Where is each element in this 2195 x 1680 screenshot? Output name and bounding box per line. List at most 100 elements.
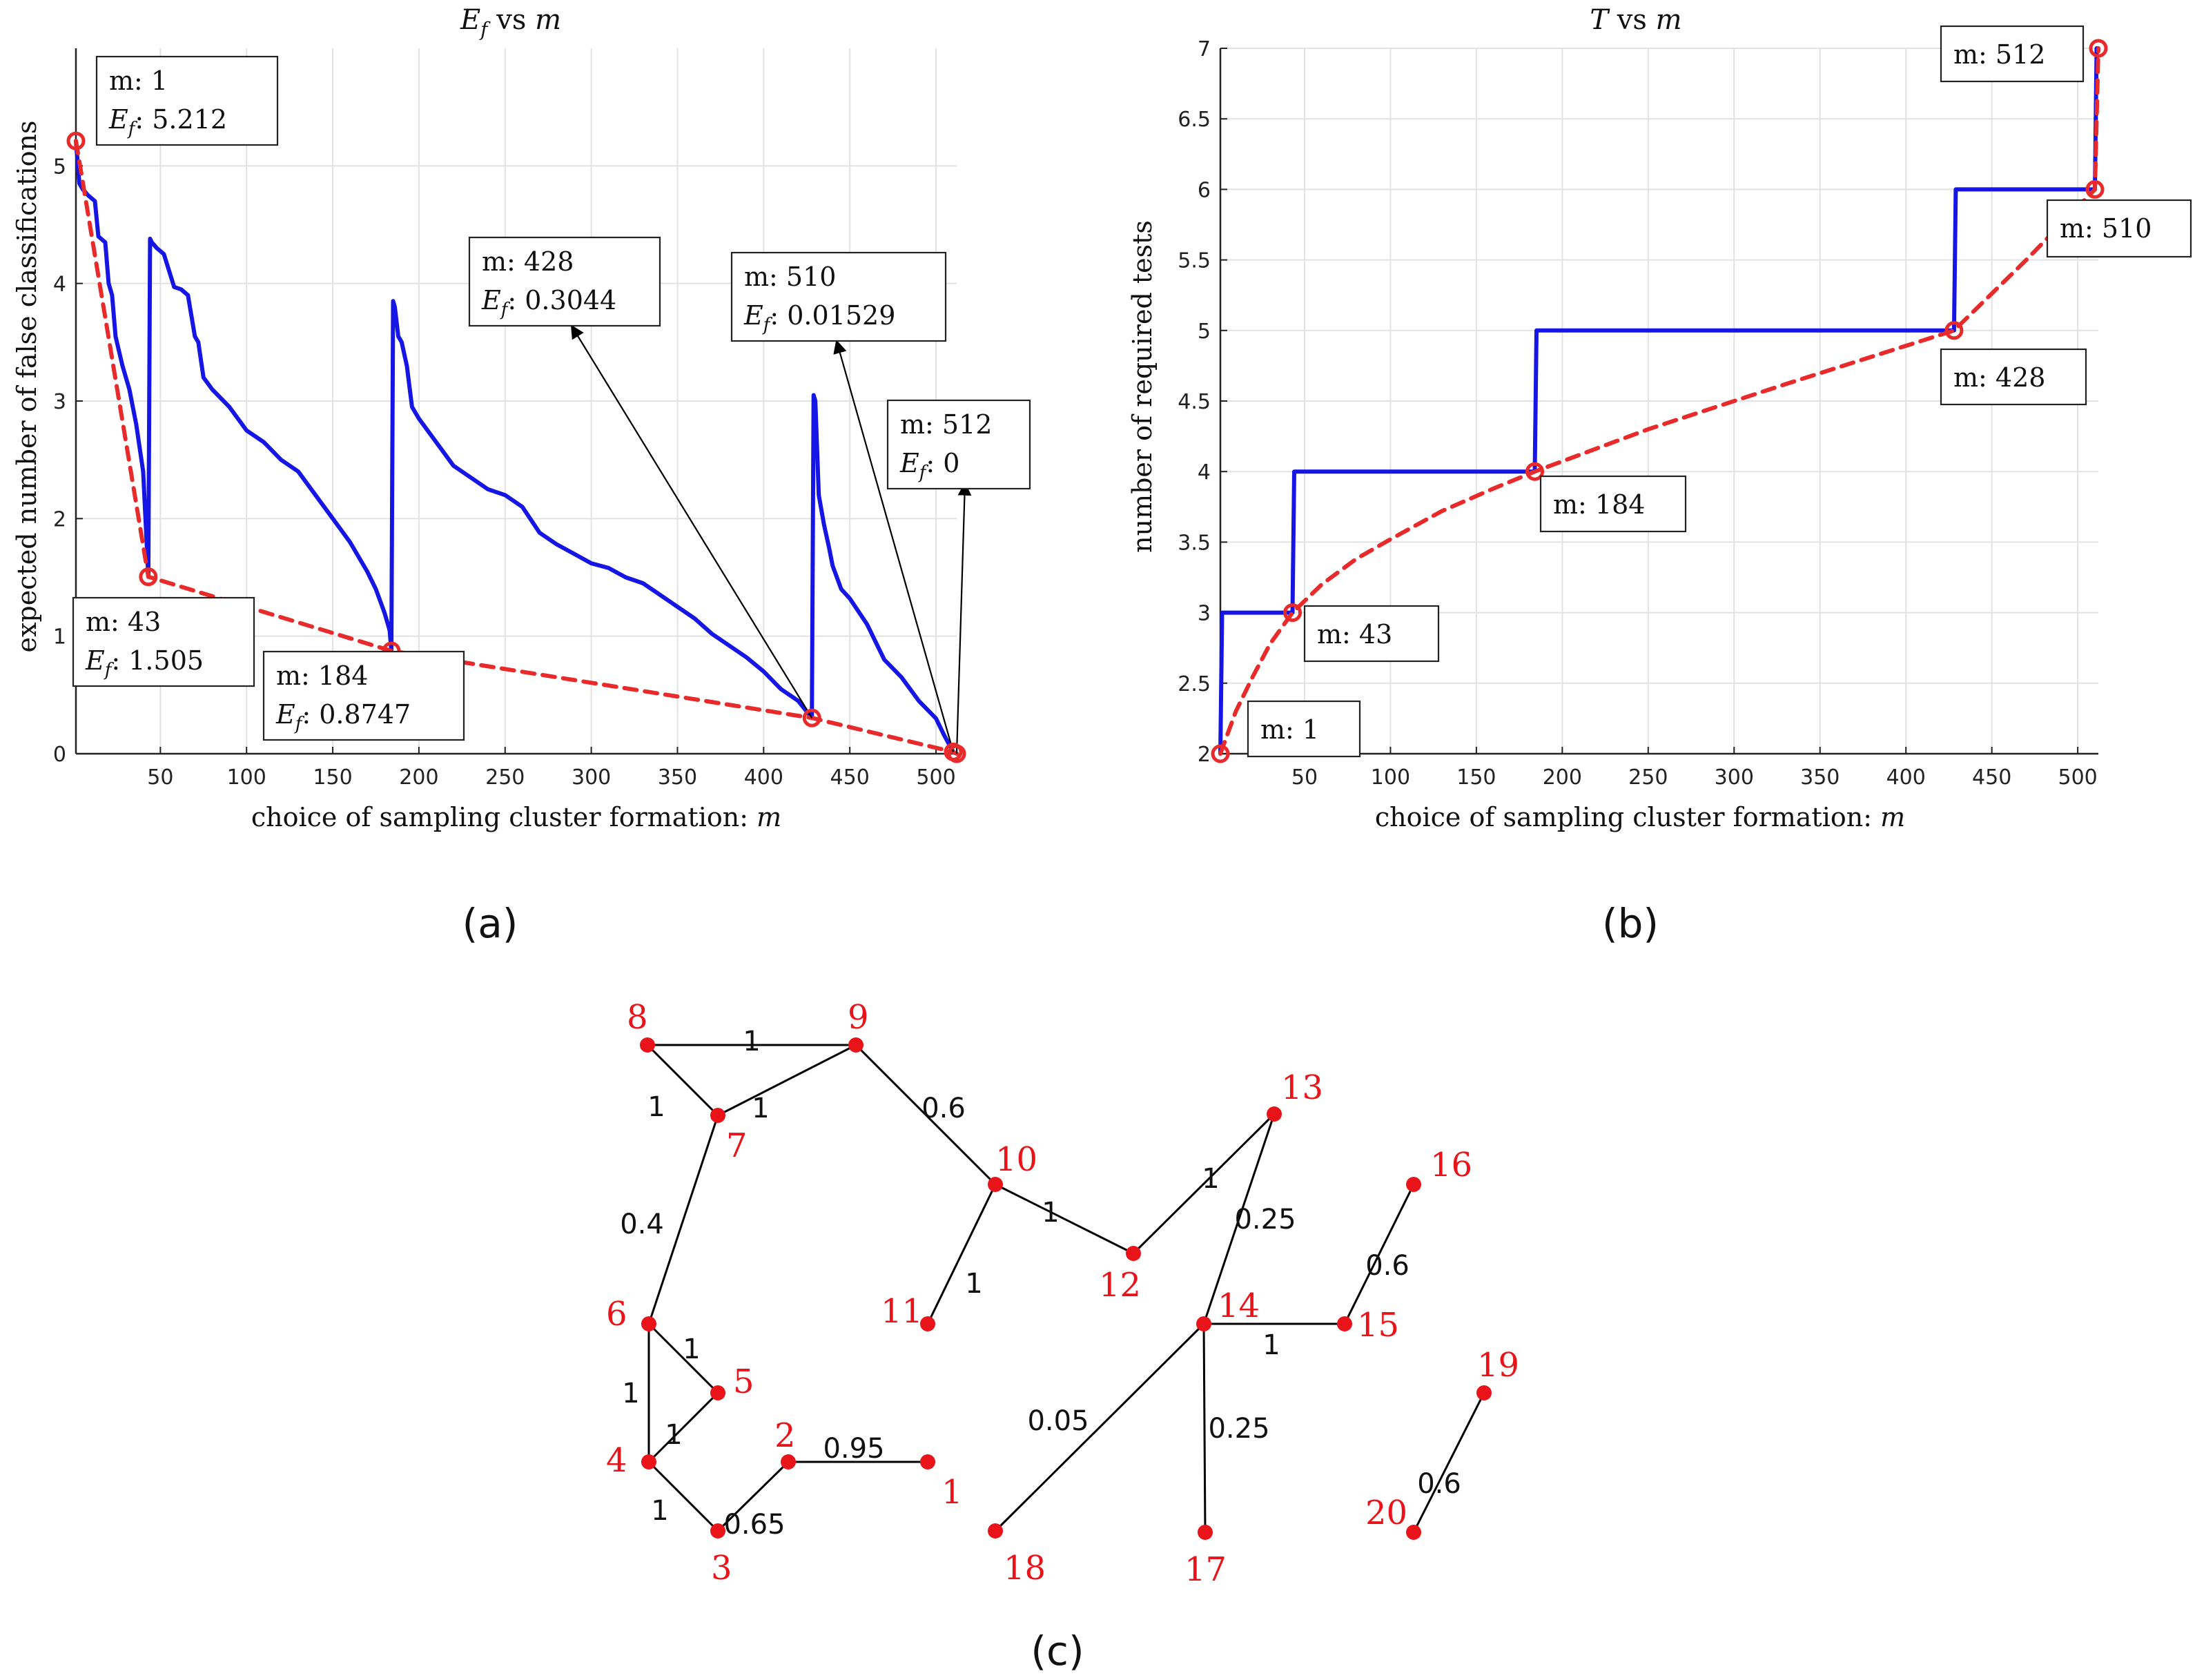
b-ytick-label: 3 (1198, 602, 1211, 626)
a-datatip-line1: m: 512 (900, 409, 992, 440)
a-datatip-frame (468, 236, 661, 327)
b-marker-point (1944, 321, 1964, 340)
a-datatip-line2: Ef: 0.3044 (481, 285, 616, 320)
b-marker-point (2089, 39, 2108, 58)
a-datatip-box-4: m: 510 Ef: 0.01529 (730, 251, 947, 342)
a-datatip-value: : 5.212 (135, 104, 227, 135)
a-datatip-frame (730, 251, 947, 342)
graph-edge-weight: 1 (651, 1495, 668, 1527)
a-datatip-line1: m: 428 (482, 246, 574, 277)
b-xtick-label: 50 (1291, 765, 1318, 790)
graph-edge-7-6 (647, 1115, 719, 1325)
a-datatip-line1: m: 43 (86, 607, 161, 637)
a-ytick-label: 2 (53, 507, 66, 531)
a-datatip-var: E (743, 300, 763, 331)
graph-edge-14-18 (994, 1322, 1205, 1532)
a-datatip-frame (72, 596, 255, 687)
a-marker-point (66, 131, 86, 150)
a-xtick-label: 350 (658, 765, 697, 790)
graph-edge-7-9 (717, 1044, 857, 1117)
graph-edge-3-2 (716, 1461, 790, 1532)
panel-a-arrows (570, 324, 972, 754)
a-xtick-label: 150 (313, 765, 352, 790)
graph-node-1 (920, 1454, 935, 1469)
a-datatip-value: : 0.3044 (507, 285, 616, 315)
a-datatip-var: E (275, 699, 295, 730)
b-xtick-label: 200 (1543, 765, 1582, 790)
graph-edge-13-14 (1202, 1113, 1276, 1325)
a-xtick-label: 200 (399, 765, 438, 790)
graph-edge-4-5 (647, 1391, 719, 1463)
b-datatip-box-0: m: 1 (1247, 700, 1361, 758)
b-datatip-box-4: m: 510 (2046, 199, 2192, 258)
b-xtick-label: 250 (1628, 765, 1668, 790)
b-datatip-frame (1539, 475, 1687, 533)
b-datatip-line1: m: 43 (1317, 619, 1392, 649)
a-ytick-label: 5 (53, 155, 66, 179)
a-datatip-var: E (85, 645, 105, 676)
b-datatip-box-1: m: 43 (1303, 605, 1440, 663)
b-datatip-line1: m: 184 (1553, 489, 1645, 520)
graph-node-label: 18 (1004, 1549, 1046, 1588)
graph-node-12 (1126, 1246, 1141, 1261)
b-xtick-label: 300 (1715, 765, 1754, 790)
graph-node-label: 11 (881, 1292, 923, 1331)
a-datatip-frame (886, 399, 1031, 490)
a-datatip-box-5: m: 512 Ef: 0 (886, 399, 1031, 490)
graph-node-label: 1 (942, 1473, 963, 1512)
a-datatip-line1: m: 184 (276, 661, 368, 691)
a-xtick-label: 450 (830, 765, 870, 790)
b-datatip-box-3: m: 428 (1940, 348, 2087, 406)
graph-edge-9-10 (855, 1044, 997, 1186)
graph-node-label: 9 (848, 998, 869, 1037)
graph-node-18 (988, 1523, 1003, 1539)
b-datatip-frame (2046, 199, 2192, 258)
a-datatip-var: E (899, 448, 919, 478)
a-xtick-label: 50 (147, 765, 173, 790)
graph-node-14 (1196, 1316, 1211, 1331)
panel-a-chart: Ef vs m 50 100 150 200 250 300 350 400 450 500 0 1 2… (12, 4, 1031, 947)
a-series-hull-line (74, 139, 959, 756)
a-datatip-line2: Ef: 0.01529 (743, 300, 895, 335)
graph-node-label: 16 (1430, 1146, 1472, 1184)
graph-node-label: 6 (606, 1295, 627, 1334)
b-datatip-line1: m: 510 (2060, 213, 2152, 244)
graph-node-label: 2 (774, 1416, 796, 1455)
b-datatip-line1: m: 1 (1260, 714, 1319, 745)
graph-node-label: 3 (711, 1549, 732, 1588)
b-marker-point (1283, 603, 1303, 623)
graph-edge-weight: 1 (1202, 1163, 1219, 1195)
graph-node-label: 8 (627, 998, 648, 1037)
graph-edge-weight: 0.6 (1365, 1250, 1409, 1282)
a-ytick-label: 3 (53, 390, 66, 414)
panel-b-markers (1211, 39, 2108, 763)
a-ytick-label: 4 (53, 273, 66, 297)
panel-c-nodes (640, 1037, 1492, 1540)
graph-edge-weight: 0.25 (1234, 1204, 1296, 1235)
panel-b-ylabel: number of required tests (1127, 220, 1158, 553)
graph-edge-12-13 (1132, 1113, 1276, 1255)
graph-node-19 (1476, 1385, 1492, 1400)
graph-edge-weight: 1 (965, 1268, 982, 1300)
b-xtick-label: 350 (1800, 765, 1840, 790)
graph-node-4 (641, 1454, 656, 1469)
graph-edge-4-3 (647, 1461, 719, 1532)
panel-a-series (74, 139, 959, 756)
b-datatip-frame (1940, 25, 2085, 83)
b-marker-point (1525, 462, 1545, 481)
graph-node-5 (710, 1385, 725, 1400)
panel-a-ylabel: expected number of false classifications (12, 121, 42, 653)
panel-a-annotations: m: 1 Ef: 5.212 m: 43 Ef: 1.505 m: 184 Ef: 0.8… (72, 55, 1031, 741)
a-datatip-box-2: m: 184 Ef: 0.8747 (262, 650, 465, 741)
a-marker-point (139, 567, 158, 587)
a-marker-point (802, 708, 821, 727)
a-xtick-label: 100 (227, 765, 266, 790)
panel-c-caption: (c) (1031, 1628, 1084, 1674)
graph-node-2 (781, 1454, 796, 1469)
b-ytick-label: 4.5 (1178, 390, 1211, 414)
a-datatip-frame (262, 650, 465, 741)
b-marker-point (2085, 179, 2105, 199)
a-datatip-value: : 1.505 (111, 645, 204, 676)
panel-a-title: Ef vs m (460, 4, 561, 41)
